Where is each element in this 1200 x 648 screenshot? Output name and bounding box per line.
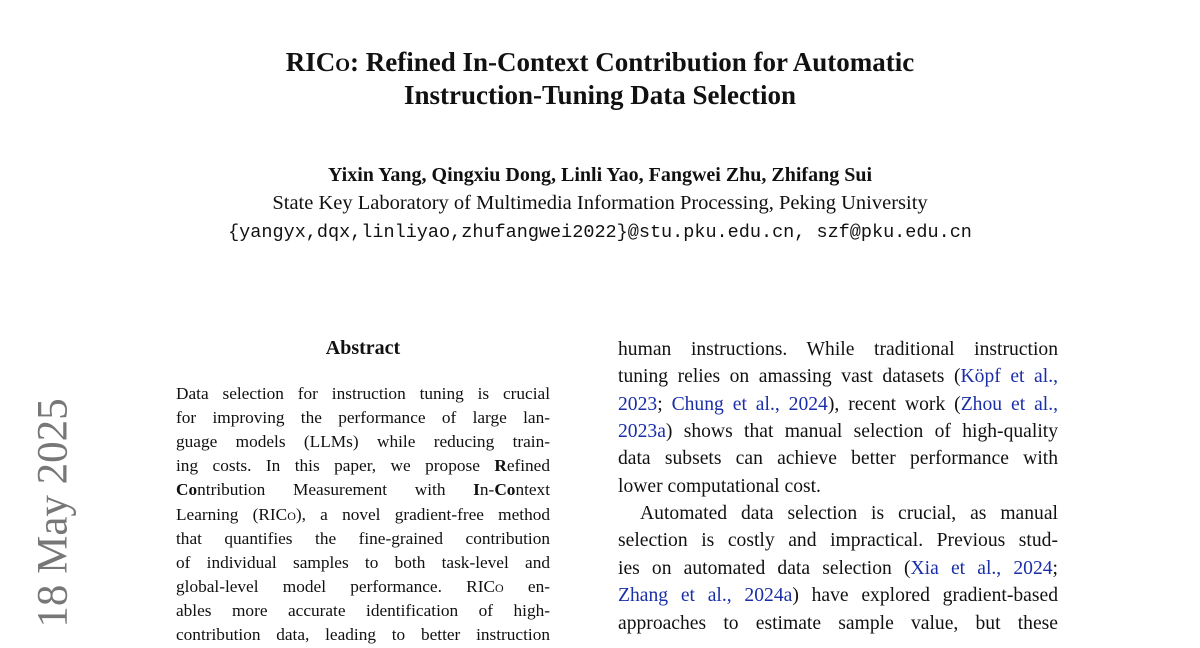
text-line: human instructions. While traditional in… (618, 339, 1058, 361)
text-span: selection is costly and impractical. Pre… (618, 530, 1058, 552)
text-span: lower computational cost. (618, 475, 821, 497)
text-span: Instruction-Tuning Data Selection (403, 80, 797, 110)
text-span: global-level model performance. RIC (176, 576, 495, 596)
text-line: 2023; Chung et al., 2024), recent work (… (618, 394, 1058, 416)
text-span: tuning relies on amassing vast datasets … (618, 366, 961, 388)
text-span: I (473, 480, 480, 500)
text-span: en- (503, 576, 550, 596)
text-line: Zhang et al., 2024a) have explored gradi… (618, 585, 1058, 607)
text-line: tuning relies on amassing vast datasets … (618, 366, 1058, 388)
text-span: o (287, 504, 296, 524)
text-line: ies on automated data selection (Xia et … (618, 558, 1058, 580)
text-span: : Refined In-Context Contribution for Au… (350, 47, 915, 77)
text-line: guage models (LLMs) while reducing train… (176, 432, 550, 452)
text-span: efined (506, 456, 550, 476)
paper-title: RICo: Refined In-Context Contribution fo… (0, 46, 1200, 112)
text-line: Contribution Measurement with In-Context (176, 480, 550, 500)
citation-link[interactable]: Xia et al., 2024 (910, 557, 1053, 579)
text-span: Automated data selection is crucial, as … (640, 503, 1058, 525)
title-line-2: Instruction-Tuning Data Selection (0, 79, 1200, 112)
text-span: Co (176, 480, 198, 500)
text-span: contribution data, leading to better ins… (176, 625, 550, 644)
title-line-1: RICo: Refined In-Context Contribution fo… (0, 46, 1200, 79)
arxiv-date-stamp: 18 May 2025 (8, 397, 98, 628)
text-line: contribution data, leading to better ins… (176, 625, 550, 645)
arxiv-date: 18 May 2025 (29, 397, 77, 628)
affiliation: State Key Laboratory of Multimedia Infor… (272, 192, 928, 214)
text-span: RIC (285, 47, 336, 77)
text-line: approaches to estimate sample value, but… (618, 613, 1058, 635)
text-line: Automated data selection is crucial, as … (640, 503, 1058, 525)
citation-link[interactable]: 2023a (618, 421, 666, 443)
text-span: ies on automated data selection ( (618, 557, 911, 579)
text-span: for improving the performance of large l… (176, 408, 550, 428)
text-span: Co (494, 480, 516, 500)
text-span: ) shows that manual selection of high-qu… (665, 421, 1058, 443)
text-span: o (494, 576, 504, 596)
text-span: of individual samples to both task-level… (176, 552, 550, 572)
text-line: ables more accurate identification of hi… (176, 601, 550, 621)
citation-link[interactable]: Zhang et al., 2024a (618, 585, 793, 607)
text-span: Data selection for instruction tuning is… (176, 384, 550, 403)
email-addresses: {yangyx,dqx,linliyao,zhufangwei2022}@stu… (228, 222, 972, 243)
text-span: guage models (LLMs) while reducing train… (176, 432, 550, 452)
text-line: Data selection for instruction tuning is… (176, 384, 550, 404)
text-span: that quantifies the fine-grained contrib… (176, 528, 550, 548)
text-span: ) have explored gradient-based (792, 585, 1058, 607)
text-span: n- (479, 480, 495, 500)
text-span: o (335, 47, 351, 77)
text-span: ntext (515, 480, 550, 500)
text-span: Learning (RIC (176, 504, 288, 524)
text-span: ables more accurate identification of hi… (176, 600, 550, 620)
text-line: data subsets can achieve better performa… (618, 448, 1058, 470)
text-span: R (494, 456, 507, 476)
abstract-heading: Abstract (325, 337, 401, 359)
text-span: ; (1052, 557, 1058, 579)
text-line: selection is costly and impractical. Pre… (618, 530, 1058, 552)
text-line: of individual samples to both task-level… (176, 553, 550, 573)
text-line: 2023a) shows that manual selection of hi… (618, 421, 1058, 443)
text-span: ), a novel gradient-free method (295, 504, 551, 524)
text-line: lower computational cost. (618, 476, 1058, 498)
text-span: ), recent work ( (827, 393, 961, 415)
citation-link[interactable]: Köpf et al., (960, 366, 1058, 388)
text-line: that quantifies the fine-grained contrib… (176, 529, 550, 549)
text-span: data subsets can achieve better performa… (618, 448, 1058, 470)
author-list: Yixin Yang, Qingxiu Dong, Linli Yao, Fan… (327, 164, 873, 186)
text-span: approaches to estimate sample value, but… (618, 612, 1058, 634)
citation-link[interactable]: 2023 (618, 393, 658, 415)
text-span: ; (657, 393, 672, 415)
text-line: ing costs. In this paper, we propose Ref… (176, 456, 550, 476)
text-span: ing costs. In this paper, we propose (176, 456, 495, 476)
text-line: Learning (RICo), a novel gradient-free m… (176, 505, 550, 525)
text-span: ntribution Measurement with (197, 480, 474, 500)
text-span: human instructions. While traditional in… (618, 339, 1058, 360)
citation-link[interactable]: Chung et al., 2024 (671, 393, 828, 415)
text-line: global-level model performance. RICo en- (176, 577, 550, 597)
text-line: for improving the performance of large l… (176, 408, 550, 428)
citation-link[interactable]: Zhou et al., (960, 393, 1059, 415)
